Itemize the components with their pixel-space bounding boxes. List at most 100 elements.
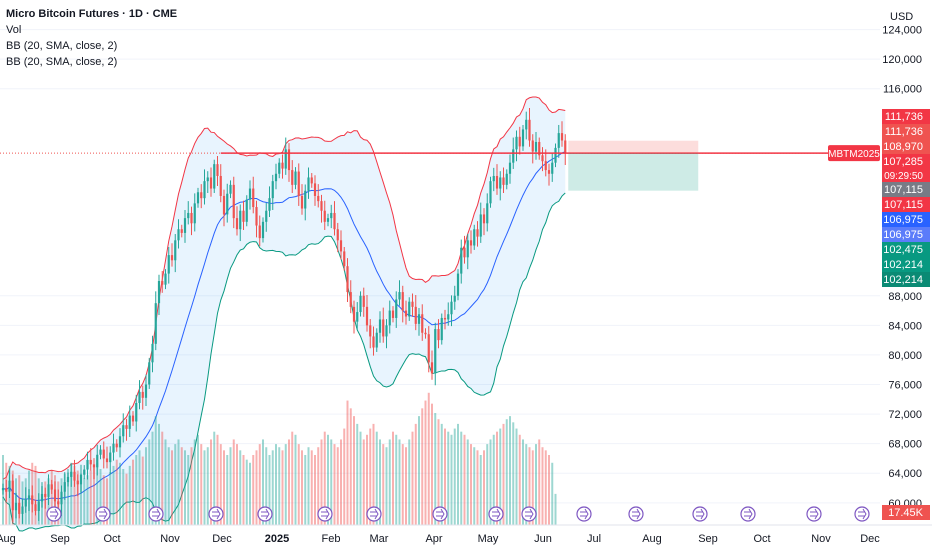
volume-bar	[106, 478, 108, 525]
candle-body	[417, 314, 421, 324]
volume-bar	[239, 450, 242, 525]
candle-body	[151, 343, 154, 363]
candle-body	[73, 471, 76, 481]
volume-bar	[535, 444, 537, 525]
candle-body	[300, 195, 304, 209]
volume-bar	[216, 434, 219, 525]
price-tag-text: 107,285	[883, 156, 923, 168]
event-icon-circle	[488, 506, 504, 522]
position-target-zone[interactable]	[568, 153, 699, 191]
candle-body	[5, 488, 8, 492]
candle-body	[135, 402, 138, 422]
candle-body	[473, 229, 476, 246]
event-icon[interactable]	[208, 506, 224, 522]
volume-bars	[2, 392, 557, 525]
event-icon[interactable]	[854, 506, 870, 522]
arrow-icon	[810, 508, 819, 520]
candle-body	[486, 203, 489, 224]
volume-bar	[141, 456, 144, 525]
price-tick-label: 64,000	[888, 468, 922, 480]
volume-bar	[245, 459, 248, 525]
event-icon[interactable]	[692, 506, 708, 522]
candle-body	[242, 210, 245, 222]
price-tag-bg	[882, 109, 930, 124]
symbol-title[interactable]: Micro Bitcoin Futures · 1D · CME	[6, 8, 178, 20]
candle-body	[359, 295, 362, 313]
arrow-icon	[99, 508, 108, 520]
candle-body	[336, 229, 339, 241]
event-icon[interactable]	[806, 506, 822, 522]
price-tag-text: 106,975	[883, 229, 923, 241]
volume-bar	[447, 431, 450, 525]
candle-body	[528, 119, 531, 141]
event-icon[interactable]	[148, 506, 164, 522]
bb-basis-line	[2, 151, 566, 501]
currency-label[interactable]: USD	[890, 11, 913, 23]
candle-body	[369, 325, 372, 337]
event-icon-circle	[806, 506, 822, 522]
legend-bb-1[interactable]: BB (20, SMA, close, 2)	[6, 40, 118, 52]
candle-body	[499, 177, 502, 189]
candle-body	[213, 164, 216, 189]
event-icon-circle	[95, 506, 111, 522]
candle-body	[92, 464, 96, 468]
candle-body	[551, 162, 554, 174]
candle-body	[60, 491, 63, 505]
volume-bar	[262, 439, 264, 525]
price-tag-text: 102,475	[883, 244, 923, 256]
price-axis[interactable]: USD60,00064,00068,00072,00076,00080,0008…	[880, 0, 932, 550]
arrow-icon	[632, 508, 641, 520]
event-icon[interactable]	[257, 506, 273, 522]
volume-bar	[408, 439, 411, 525]
candle-body	[219, 175, 222, 196]
event-icon[interactable]	[628, 506, 644, 522]
volume-bar	[34, 465, 37, 525]
grid	[0, 29, 880, 504]
price-tag: 102,475	[882, 242, 930, 257]
volume-bar	[463, 434, 466, 525]
symbol-tag[interactable]: MBTM2025	[828, 145, 880, 162]
legend-bb-2[interactable]: BB (20, SMA, close, 2)	[6, 56, 118, 68]
volume-bar	[255, 450, 258, 525]
event-icon[interactable]	[576, 506, 592, 522]
volume-bar	[525, 444, 528, 525]
candle-body	[122, 425, 125, 437]
candle-body	[437, 329, 440, 341]
candle-body	[141, 391, 144, 398]
event-icon[interactable]	[95, 506, 111, 522]
event-icon[interactable]	[46, 506, 62, 522]
volume-bar	[343, 428, 346, 525]
event-icon[interactable]	[488, 506, 504, 522]
volume-bar	[528, 447, 531, 525]
event-icon[interactable]	[366, 506, 382, 522]
volume-bar	[398, 439, 401, 525]
candle-body	[440, 317, 443, 341]
event-icon[interactable]	[521, 506, 537, 522]
candle-body	[424, 332, 427, 335]
legend-vol[interactable]: Vol	[6, 24, 22, 36]
volume-bar	[206, 447, 209, 525]
price-tick-label: 88,000	[888, 291, 922, 303]
volume-bar	[369, 428, 372, 525]
candle-body	[40, 493, 44, 502]
event-icon[interactable]	[317, 506, 333, 522]
price-tag: 102,214	[882, 272, 930, 287]
event-icon[interactable]	[740, 506, 756, 522]
event-icon[interactable]	[432, 506, 448, 522]
candle-body	[456, 273, 460, 296]
time-tick-label: Oct	[753, 533, 770, 545]
candle-body	[105, 458, 109, 463]
volume-bar	[148, 439, 151, 525]
candle-body	[31, 495, 34, 505]
position-stop-zone[interactable]	[568, 140, 699, 154]
candle-body	[37, 501, 40, 511]
candle-body	[408, 301, 411, 317]
candle-body	[388, 310, 391, 326]
candle-body	[89, 459, 92, 465]
volume-bar	[132, 459, 134, 525]
volume-bar	[414, 423, 417, 525]
time-axis[interactable]: Aug Sep Oct Nov Dec 2025 Feb Mar Apr May Jun Jul Aug…	[0, 506, 932, 545]
candle-body	[274, 173, 278, 182]
candle-body	[391, 310, 395, 318]
